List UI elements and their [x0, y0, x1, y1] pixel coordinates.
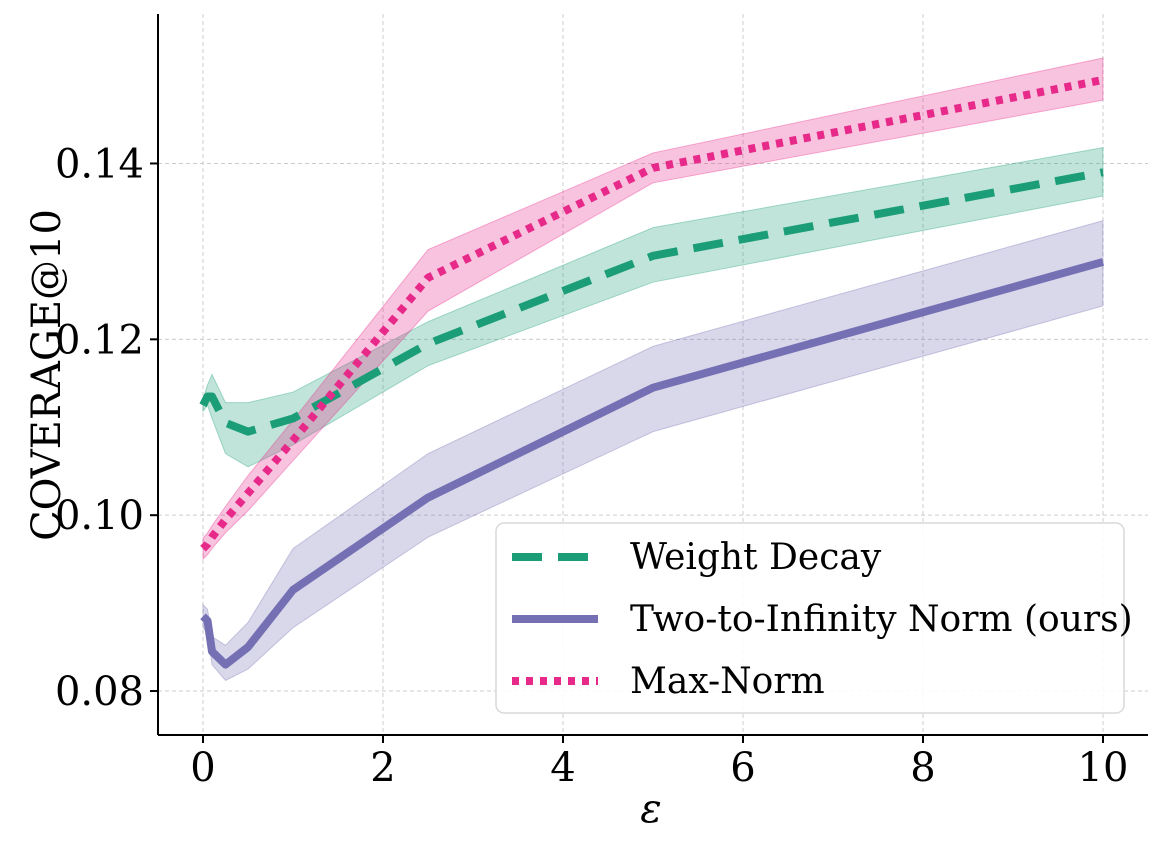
- x-tick-label-0: 0: [190, 745, 215, 791]
- line-series-1: [200, 258, 1105, 669]
- x-tick-label-4: 8: [910, 745, 935, 791]
- legend-label-1: Two-to-Infinity Norm (ours): [630, 599, 1133, 640]
- y-axis-ticks: 0.08 0.10 0.12 0.14: [55, 141, 158, 715]
- y-tick-label-2: 0.12: [55, 317, 144, 363]
- band-series-2: [202, 57, 1104, 561]
- x-tick-label-5: 10: [1078, 745, 1129, 791]
- axes: [157, 14, 1148, 736]
- legend-label-0: Weight Decay: [630, 537, 882, 578]
- y-tick-label-1: 0.10: [55, 493, 144, 539]
- x-tick-label-1: 2: [370, 745, 395, 791]
- y-axis-label: COVERAGE@10: [24, 209, 70, 541]
- line-series-0: [199, 168, 1104, 436]
- y-tick-label-0: 0.08: [55, 669, 144, 715]
- x-tick-label-2: 4: [550, 745, 575, 791]
- confidence-bands: [202, 57, 1104, 682]
- y-tick-label-3: 0.14: [55, 141, 144, 187]
- x-axis-ticks: 0 2 4 6 8 10: [190, 735, 1128, 791]
- legend-label-2: Max-Norm: [630, 661, 825, 702]
- legend: Weight Decay Two-to-Infinity Norm (ours) M…: [495, 522, 1133, 714]
- band-series-0: [202, 147, 1104, 468]
- series-lines: [199, 76, 1105, 669]
- legend-box: [495, 522, 1125, 714]
- grid: [158, 14, 1148, 735]
- line-series-2: [200, 76, 1104, 552]
- x-tick-label-3: 6: [730, 745, 755, 791]
- x-axis-label: ε: [640, 786, 661, 832]
- band-series-1: [202, 219, 1104, 682]
